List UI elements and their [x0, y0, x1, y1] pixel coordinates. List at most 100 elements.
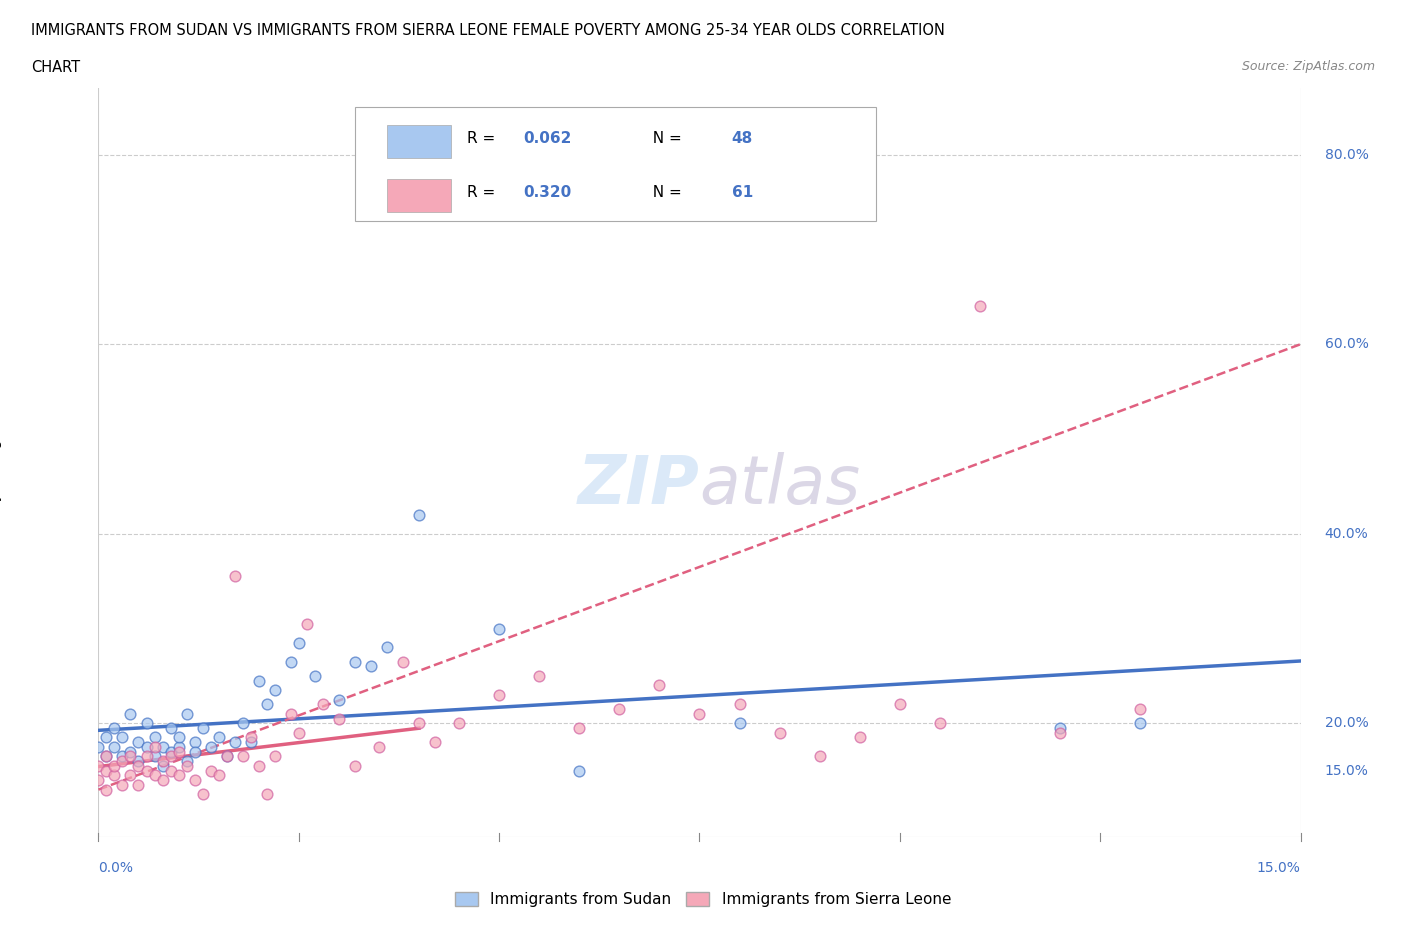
Point [224, 569, 246, 584]
Point [392, 654, 415, 669]
Point [96, 764, 118, 778]
Point [96, 749, 118, 764]
Point [648, 678, 671, 693]
Point [128, 735, 150, 750]
Point [183, 744, 205, 759]
Point [191, 721, 214, 736]
Point [256, 787, 278, 802]
Text: 40.0%: 40.0% [1324, 526, 1368, 540]
Point [143, 749, 166, 764]
Point [159, 744, 181, 759]
Point [688, 707, 710, 722]
Point [328, 692, 350, 707]
Point [167, 744, 190, 759]
Point [247, 673, 270, 688]
Point [128, 759, 150, 774]
Point [568, 721, 591, 736]
Text: Source: ZipAtlas.com: Source: ZipAtlas.com [1241, 60, 1375, 73]
Text: IMMIGRANTS FROM SUDAN VS IMMIGRANTS FROM SIERRA LEONE FEMALE POVERTY AMONG 25-34: IMMIGRANTS FROM SUDAN VS IMMIGRANTS FROM… [31, 23, 945, 38]
Point [408, 508, 430, 523]
Point [176, 707, 198, 722]
Point [152, 753, 174, 768]
Text: CHART: CHART [31, 60, 80, 75]
Point [263, 683, 285, 698]
Point [87, 759, 110, 774]
Point [529, 669, 551, 684]
Point [215, 749, 238, 764]
Point [128, 777, 150, 792]
Point [232, 749, 254, 764]
Point [120, 707, 142, 722]
Text: N =: N = [644, 130, 688, 145]
Point [239, 730, 262, 745]
Point [256, 697, 278, 711]
Point [609, 701, 631, 716]
Point [152, 773, 174, 788]
Point [96, 782, 118, 797]
Point [568, 764, 591, 778]
Point [280, 707, 302, 722]
Point [103, 721, 125, 736]
Point [176, 753, 198, 768]
Point [929, 716, 952, 731]
Point [103, 739, 125, 754]
Point [232, 716, 254, 731]
Text: 20.0%: 20.0% [1324, 716, 1368, 730]
Text: Female Poverty Among 25-34 Year Olds: Female Poverty Among 25-34 Year Olds [0, 326, 3, 600]
Point [120, 749, 142, 764]
Point [224, 735, 246, 750]
Point [96, 730, 118, 745]
Point [135, 716, 157, 731]
Point [423, 735, 446, 750]
Text: atlas: atlas [699, 452, 860, 518]
Point [375, 640, 398, 655]
Point [808, 749, 831, 764]
Point [1049, 721, 1071, 736]
Point [159, 721, 181, 736]
Point [247, 759, 270, 774]
Point [152, 759, 174, 774]
Point [143, 739, 166, 754]
Point [488, 621, 510, 636]
Point [103, 759, 125, 774]
Point [200, 764, 222, 778]
Point [889, 697, 911, 711]
Point [200, 739, 222, 754]
Point [488, 687, 510, 702]
Point [1049, 725, 1071, 740]
Text: 15.0%: 15.0% [1324, 764, 1368, 777]
Point [768, 725, 790, 740]
Point [135, 764, 157, 778]
Point [295, 617, 318, 631]
Text: 48: 48 [731, 130, 752, 145]
Point [120, 768, 142, 783]
Point [87, 773, 110, 788]
Text: 0.062: 0.062 [523, 130, 572, 145]
Point [215, 749, 238, 764]
Point [728, 716, 751, 731]
Point [111, 777, 134, 792]
Point [167, 739, 190, 754]
Point [280, 654, 302, 669]
Point [167, 768, 190, 783]
Text: ZIP: ZIP [578, 452, 699, 518]
Point [111, 730, 134, 745]
Point [128, 753, 150, 768]
Point [239, 735, 262, 750]
Point [143, 768, 166, 783]
Point [135, 739, 157, 754]
Point [969, 299, 991, 313]
Point [263, 749, 285, 764]
Text: 61: 61 [731, 185, 752, 200]
Text: 80.0%: 80.0% [1324, 148, 1368, 162]
Point [103, 768, 125, 783]
Point [304, 669, 326, 684]
Text: 0.0%: 0.0% [98, 860, 134, 875]
Point [288, 635, 311, 650]
Point [183, 773, 205, 788]
Point [159, 749, 181, 764]
Point [208, 768, 231, 783]
Text: N =: N = [644, 185, 688, 200]
Point [167, 730, 190, 745]
Point [728, 697, 751, 711]
